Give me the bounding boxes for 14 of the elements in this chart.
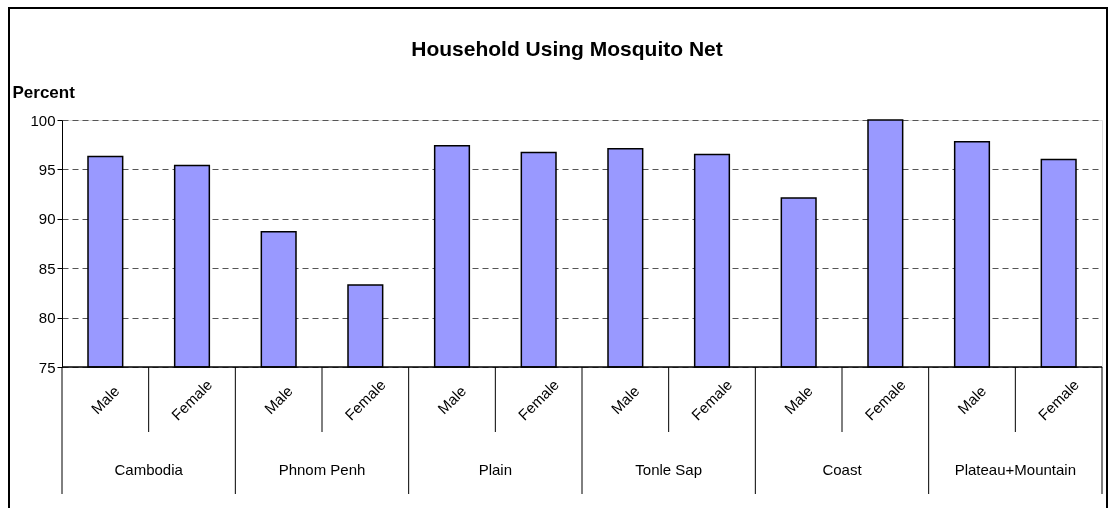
y-tick-label: 80 [38,309,56,327]
chart-title: Household Using Mosquito Net [411,37,723,60]
text: Tonle Sap [635,461,703,478]
y-tick-label: 95 [38,160,56,178]
y-tick-label: 75 [38,358,56,376]
y-tick-label: 85 [38,259,56,277]
text: Phnom Penh [278,461,366,478]
text: Plateau+Mountain [954,461,1077,478]
y-axis-title: Percent [12,82,76,102]
text: Cambodia [114,461,184,478]
text: Plain [478,461,513,478]
y-tick-label: 100 [30,111,56,129]
y-tick-label: 90 [38,210,56,228]
text: Coast [822,461,863,478]
